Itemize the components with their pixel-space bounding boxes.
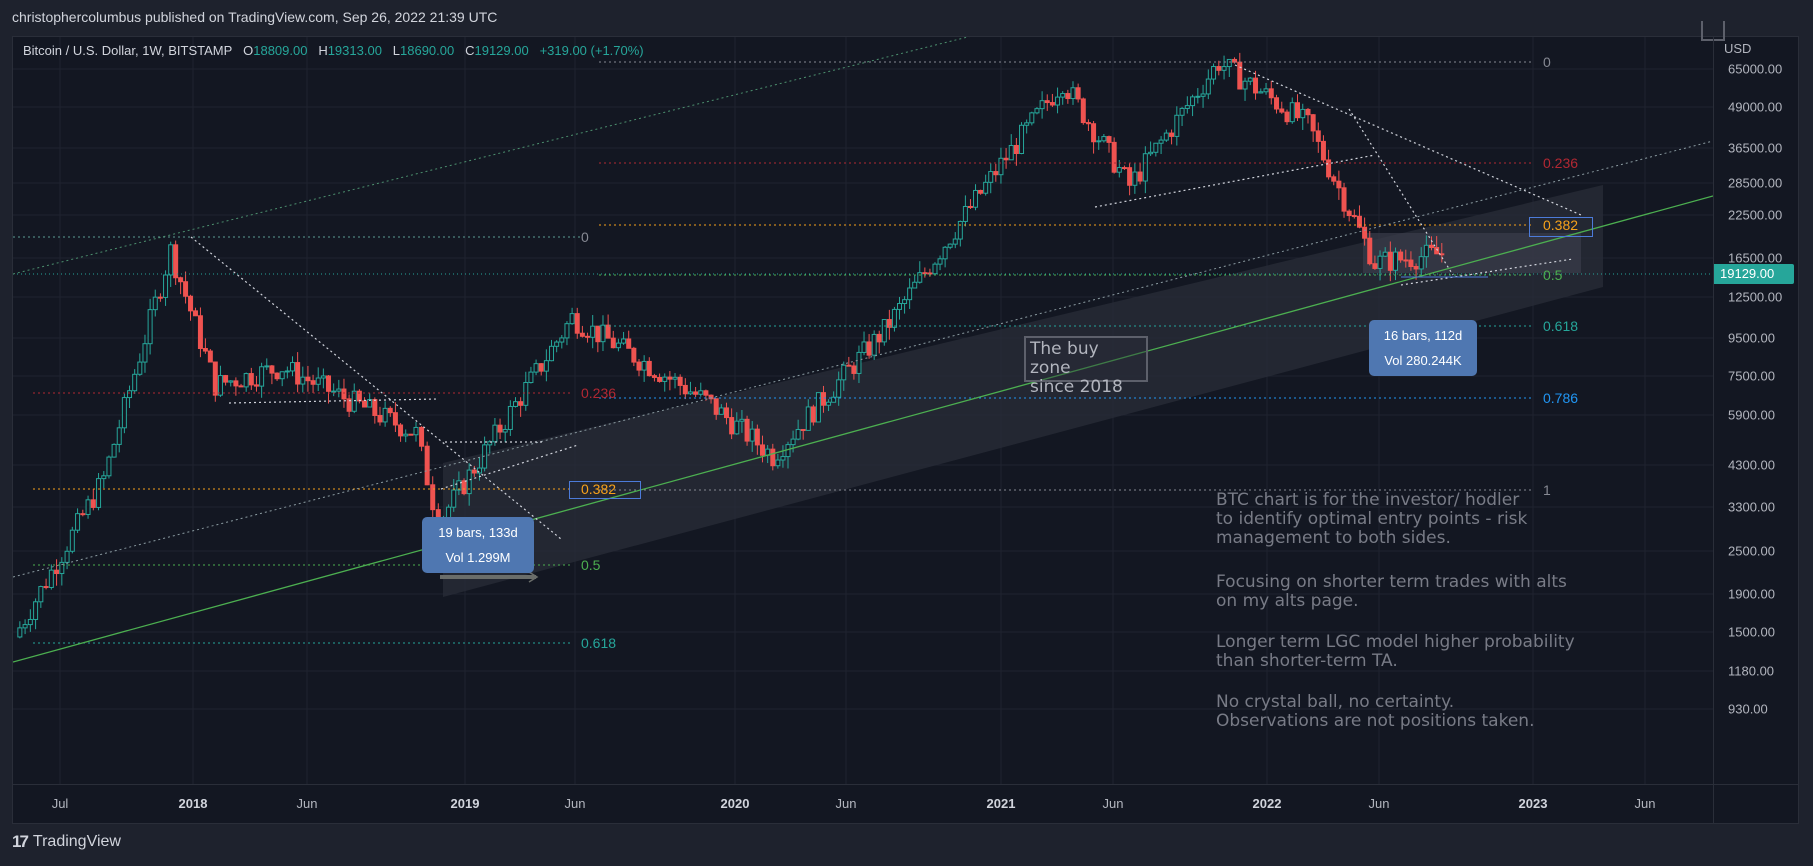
brand-name: TradingView [32,833,121,850]
price-tick: 4300.00 [1728,457,1775,473]
high-value: 19313.00 [327,43,382,58]
time-tick: Jun [1368,796,1390,811]
price-tick: 1900.00 [1728,586,1775,602]
time-tick: Jun [835,796,857,811]
fib-0382-box-left [569,481,641,499]
tradingview-logo-icon: 17 [12,832,29,851]
fib-level-label: 0.382 [581,481,617,497]
price-tick: 3300.00 [1728,499,1775,515]
buy-zone-label[interactable]: The buy zone since 2018 [1024,336,1148,397]
fib-level-label: 0.236 [581,385,617,401]
price-tick: 1500.00 [1728,624,1775,640]
fib-level-label: 0.786 [1543,390,1579,406]
price-tick: 22500.00 [1728,207,1783,223]
open-value: 18809.00 [253,43,308,58]
current-price-badge: 19129.00 [1714,264,1794,284]
publisher-line: christophercolumbus published on Trading… [12,9,498,25]
price-tick: 49000.00 [1728,99,1783,115]
change-value: +319.00 (+1.70%) [539,43,644,58]
time-tick: Jun [296,796,318,811]
measure-label-2018[interactable]: 19 bars, 133d Vol 1.299M [422,517,534,573]
time-tick: Jun [1634,796,1656,811]
fib-level-label: 0 [581,229,589,245]
fib-0382-box-right [1529,217,1593,237]
fib-level-label: 0 [1543,54,1551,70]
price-tick: 1180.00 [1728,663,1775,679]
note-text-3[interactable]: Longer term LGC model higher probability… [1216,632,1575,671]
low-value: 18690.00 [400,43,455,58]
chart-plot-area[interactable]: Bitcoin / U.S. Dollar, 1W, BITSTAMP O188… [13,21,1725,784]
symbol-title: Bitcoin / U.S. Dollar, 1W, BITSTAMP [23,43,233,58]
price-tick: 12500.00 [1728,289,1783,305]
fib-level-label: 0.5 [581,557,601,573]
fib-level-label: 0.618 [581,635,617,651]
price-tick: 2500.00 [1728,543,1775,559]
time-tick: 2023 [1518,796,1548,811]
time-tick: 2022 [1252,796,1282,811]
price-axis[interactable]: USD 65000.00 49000.00 36500.00 28500.00 2250… [1713,37,1798,784]
time-tick: 2018 [178,796,208,811]
fib-level-label: 0.236 [1543,155,1579,171]
time-tick: 2021 [986,796,1016,811]
price-tick: 28500.00 [1728,175,1783,191]
price-tick: 7500.00 [1728,368,1775,384]
axis-corner [1713,784,1798,823]
price-tick: 5900.00 [1728,407,1775,423]
note-text-4[interactable]: No crystal ball, no certainty. Observati… [1216,692,1535,731]
note-text-2[interactable]: Focusing on shorter term trades with alt… [1216,572,1567,611]
measure-label-2022[interactable]: 16 bars, 112d Vol 280.244K [1369,320,1477,376]
price-tick: 65000.00 [1728,61,1783,77]
time-tick: Jun [564,796,586,811]
time-tick: Jun [1102,796,1124,811]
time-tick: 2020 [720,796,750,811]
ohlc-legend: Bitcoin / U.S. Dollar, 1W, BITSTAMP O188… [23,43,644,58]
fib-level-label: 0.5 [1543,267,1563,283]
currency-label: USD [1724,41,1752,56]
time-axis[interactable]: Jul 2018 Jun 2019 Jun 2020 Jun 2021 Jun 2022 Jun 20… [13,784,1713,823]
fib-level-label: 0.382 [1543,217,1579,233]
price-tick: 36500.00 [1728,140,1783,156]
price-tick: 930.00 [1728,701,1768,717]
price-tick: 9500.00 [1728,330,1775,346]
fib-level-label: 1 [1543,482,1551,498]
time-tick: Jul [51,796,69,811]
time-tick: 2019 [450,796,480,811]
fib-level-label: 0.618 [1543,318,1579,334]
price-tick: 16500.00 [1728,250,1783,266]
close-value: 19129.00 [474,43,529,58]
note-text-1[interactable]: BTC chart is for the investor/ hodler to… [1216,490,1528,548]
tradingview-brand[interactable]: 17 TradingView [12,832,121,852]
price-chart-svg [13,37,1713,784]
chart-frame: Bitcoin / U.S. Dollar, 1W, BITSTAMP O188… [12,21,1799,824]
